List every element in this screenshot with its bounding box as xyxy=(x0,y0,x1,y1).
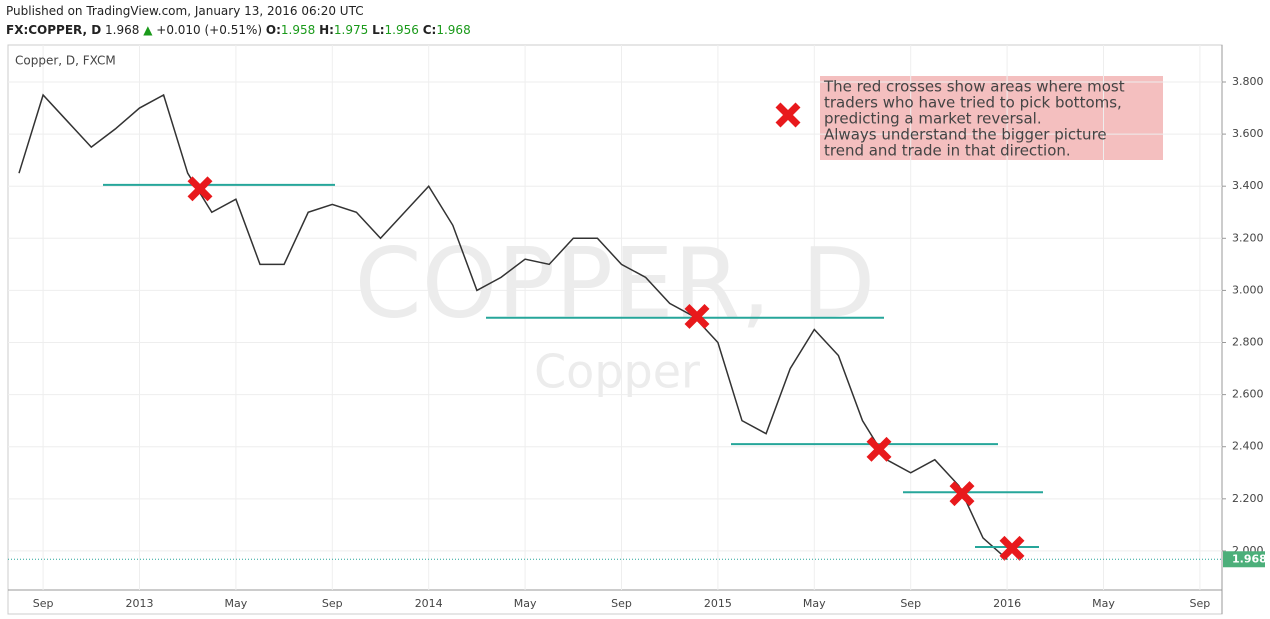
x-tick-label: 2015 xyxy=(704,597,732,610)
y-tick-label: 3.200 xyxy=(1232,231,1264,244)
x-tick-label: Sep xyxy=(1190,597,1211,610)
change: +0.010 (+0.51%) xyxy=(156,23,263,37)
x-tick-label: 2014 xyxy=(415,597,443,610)
y-tick-label: 2.400 xyxy=(1232,440,1264,453)
annotation-text: trend and trade in that direction. xyxy=(824,142,1071,160)
y-tick-label: 3.400 xyxy=(1232,179,1264,192)
chart-title: Copper, D, FXCM xyxy=(15,54,116,68)
annotation-text: Always understand the bigger picture xyxy=(824,126,1107,144)
x-tick-label: 2013 xyxy=(126,597,154,610)
c: 1.968 xyxy=(436,23,471,37)
cross xyxy=(866,436,892,462)
symbol-line: FX:COPPER, D 1.968 ▲ +0.010 (+0.51%) O:1… xyxy=(6,21,471,40)
x-tick-label: Sep xyxy=(322,597,343,610)
symbol: FX:COPPER, D xyxy=(6,23,102,37)
last-price-badge xyxy=(1223,551,1265,568)
x-tick-label: May xyxy=(803,597,826,610)
cross xyxy=(684,303,710,329)
l: 1.956 xyxy=(384,23,419,37)
y-tick-label: 2.600 xyxy=(1232,388,1264,401)
l-label: L: xyxy=(372,23,385,37)
watermark-sub: Copper xyxy=(534,345,700,399)
y-tick-label: 3.600 xyxy=(1232,127,1264,140)
cross xyxy=(949,481,975,507)
cross xyxy=(999,535,1025,561)
h-label: H: xyxy=(319,23,334,37)
y-tick-label: 2.200 xyxy=(1232,492,1264,505)
o: 1.958 xyxy=(280,23,316,37)
y-tick-label: 2.800 xyxy=(1232,336,1264,349)
annotation-text: The red crosses show areas where most xyxy=(823,78,1125,96)
cross-icon xyxy=(775,102,801,128)
annotation-text: traders who have tried to pick bottoms, xyxy=(824,94,1122,112)
h: 1.975 xyxy=(333,23,369,37)
x-tick-label: 2016 xyxy=(993,597,1021,610)
price-line xyxy=(18,93,1008,560)
last-price-label: 1.968 xyxy=(1232,552,1267,565)
annotation-box xyxy=(820,76,1163,160)
x-tick-label: Sep xyxy=(900,597,921,610)
cross xyxy=(187,176,213,202)
x-tick-label: May xyxy=(1092,597,1115,610)
arrow: ▲ xyxy=(143,23,153,37)
y-tick-label: 3.800 xyxy=(1232,75,1264,88)
published: Published on TradingView.com, January 13… xyxy=(6,4,364,18)
annotation-text: predicting a market reversal. xyxy=(824,110,1042,128)
x-tick-label: May xyxy=(225,597,248,610)
last: 1.968 xyxy=(105,23,140,37)
o-label: O: xyxy=(265,23,281,37)
x-tick-label: May xyxy=(514,597,537,610)
watermark: COPPER, D xyxy=(355,227,876,339)
header: Published on TradingView.com, January 13… xyxy=(6,2,471,40)
x-tick-label: Sep xyxy=(611,597,632,610)
c-label: C: xyxy=(422,23,437,37)
x-tick-label: Sep xyxy=(33,597,54,610)
y-tick-label: 3.000 xyxy=(1232,283,1264,296)
